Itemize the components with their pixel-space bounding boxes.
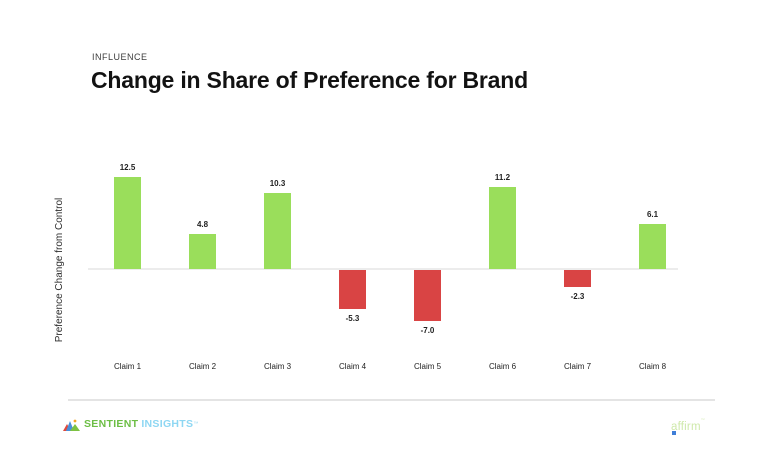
affirm-trademark: ™ bbox=[700, 417, 705, 422]
bar-claim-8 bbox=[639, 224, 666, 269]
bar-claim-4 bbox=[339, 270, 366, 309]
x-axis-label: Claim 6 bbox=[488, 362, 517, 371]
x-axis-label: Claim 8 bbox=[638, 362, 667, 371]
sentient-insights-logo: SENTIENT INSIGHTS ™ bbox=[63, 416, 198, 432]
brand-name-sentient: SENTIENT bbox=[84, 417, 139, 430]
affirm-blue-square-icon bbox=[672, 431, 676, 435]
bar-claim-2 bbox=[189, 233, 216, 269]
bar-value-label: -5.3 bbox=[345, 313, 360, 323]
x-axis-label: Claim 2 bbox=[188, 362, 217, 371]
bar-claim-3 bbox=[264, 193, 291, 269]
page-title: Change in Share of Preference for Brand bbox=[91, 67, 528, 93]
bar-claim-5 bbox=[414, 270, 441, 322]
bar-value-label: 6.1 bbox=[646, 210, 659, 220]
affirm-logo: affirm™ bbox=[671, 417, 705, 435]
bar-value-label: 11.2 bbox=[494, 172, 511, 182]
bar-chart-plot-area: 12.5 Claim 1 4.8 Claim 2 10.3 Claim 3 -5.3 Clai… bbox=[88, 150, 690, 380]
x-axis-label: Claim 4 bbox=[338, 362, 367, 371]
affirm-wordmark: affirm bbox=[671, 421, 701, 433]
bar-value-label: 10.3 bbox=[269, 179, 286, 189]
x-axis-label: Claim 3 bbox=[263, 362, 292, 371]
y-axis-label: Preference Change from Control bbox=[54, 197, 65, 343]
bar-value-label: -2.3 bbox=[570, 291, 585, 301]
bar-claim-1 bbox=[114, 177, 141, 269]
footer-divider bbox=[68, 399, 715, 401]
bar-claim-6 bbox=[489, 186, 516, 269]
zero-axis-line bbox=[88, 268, 678, 270]
x-axis-label: Claim 7 bbox=[563, 362, 592, 371]
bar-value-label: 4.8 bbox=[196, 219, 209, 229]
bar-value-label: 12.5 bbox=[119, 163, 136, 173]
section-eyebrow-label: INFLUENCE bbox=[92, 52, 148, 62]
brand-name-insights: INSIGHTS bbox=[141, 417, 194, 430]
bar-value-label: -7.0 bbox=[420, 326, 435, 336]
mountain-chart-icon bbox=[63, 418, 80, 431]
brand-trademark: ™ bbox=[193, 421, 199, 427]
x-axis-label: Claim 1 bbox=[113, 362, 142, 371]
bar-claim-7 bbox=[564, 270, 591, 287]
x-axis-label: Claim 5 bbox=[413, 362, 442, 371]
